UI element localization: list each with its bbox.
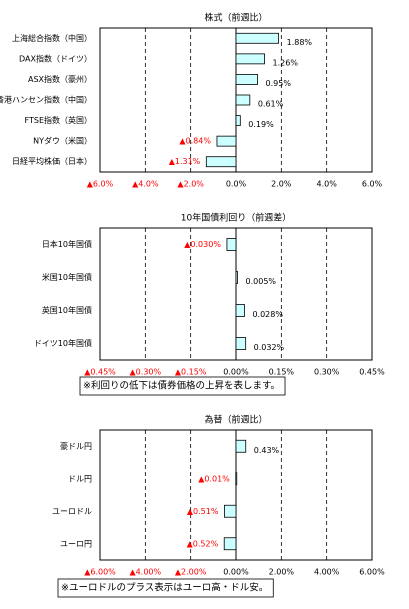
x-tick-label: 0.15% [269,368,295,377]
chart-title: 為替（前週比） [204,414,267,426]
y-tick-label: ASX指数（豪州） [28,74,92,84]
y-tick-label: 日本10年国債 [42,239,92,249]
value-label: ▲0.84% [179,137,211,146]
bar [235,472,238,486]
y-tick-label: 米国10年国債 [42,272,92,282]
x-tick-label: 0.0% [226,180,247,189]
y-tick-label: 豪ドル円 [60,441,92,451]
bar [235,74,258,85]
x-tick-label: ▲0.30% [130,368,162,377]
x-tick-label: ▲0.45% [84,368,116,377]
x-tick-label: ▲4.0% [132,180,159,189]
y-tick-label: FTSE指数（英国） [25,115,92,125]
y-tick-label: DAX指数（ドイツ） [19,53,92,63]
x-tick-label: 4.00% [314,568,340,577]
value-label: 0.43% [254,446,280,455]
chart-title: 株式（前週比） [204,12,267,24]
bar [235,439,247,453]
bar [224,504,237,518]
y-tick-label: ユーロドル [52,507,92,516]
x-tick-label: ▲6.0% [87,180,114,189]
value-label: ▲1.31% [169,157,201,166]
x-tick-label: 6.00% [359,568,385,577]
y-tick-label: 香港ハンセン指数（中国） [0,95,92,105]
y-tick-label: 上海総合指数（中国） [12,33,92,43]
value-label: 0.028% [252,310,283,319]
value-label: 1.26% [273,58,299,67]
bar [226,238,237,251]
x-tick-label: 2.0% [271,180,292,189]
y-tick-label: ドル円 [68,474,92,483]
y-tick-label: 英国10年国債 [42,305,92,315]
x-tick-label: 6.0% [362,180,383,189]
note: ※利回りの低下は債券価格の上昇を表します。 [79,376,286,396]
bar [223,537,237,551]
bar [235,94,251,106]
bar [235,304,245,317]
x-tick-label: ▲2.0% [177,180,204,189]
bar [235,337,247,350]
value-label: 0.032% [254,343,285,352]
value-label: 0.005% [246,277,277,286]
note-box [57,578,274,598]
value-label: 0.61% [258,100,284,109]
x-tick-label: 0.00% [223,368,249,377]
x-tick-label: 4.0% [317,180,338,189]
note-box [79,376,286,396]
chart-title: 10年国債利回り（前週差） [181,212,291,224]
value-label: ▲0.01% [198,474,230,483]
value-label: ▲0.52% [187,539,219,548]
bar [235,271,238,284]
bar [235,115,241,126]
value-label: 0.95% [266,79,292,88]
y-tick-label: NYダウ（米国） [33,136,92,146]
bar [216,135,237,147]
y-tick-label: ユーロ円 [60,539,92,548]
bar [205,156,237,168]
note-text: ※ユーロドルのプラス表示はユーロ高・ドル安。 [61,582,268,594]
x-tick-label: ▲2.00% [175,568,207,577]
value-label: 0.19% [248,120,274,129]
x-tick-label: 0.30% [314,368,340,377]
x-tick-label: ▲6.00% [84,568,116,577]
x-tick-label: ▲4.00% [130,568,162,577]
note-text: ※利回りの低下は債券価格の上昇を表します。 [83,380,280,392]
y-tick-label: 日経平均株価（日本） [12,156,92,166]
x-tick-label: 0.45% [359,368,385,377]
y-tick-label: ドイツ10年国債 [34,338,92,348]
bar [235,32,280,44]
note: ※ユーロドルのプラス表示はユーロ高・ドル安。 [57,578,274,598]
x-tick-label: ▲0.15% [175,368,207,377]
value-label: ▲0.030% [184,240,221,249]
value-label: ▲0.51% [187,507,219,516]
bar [235,53,265,65]
x-tick-label: 2.00% [269,568,295,577]
x-tick-label: 0.00% [223,568,249,577]
value-label: 1.88% [287,38,313,47]
